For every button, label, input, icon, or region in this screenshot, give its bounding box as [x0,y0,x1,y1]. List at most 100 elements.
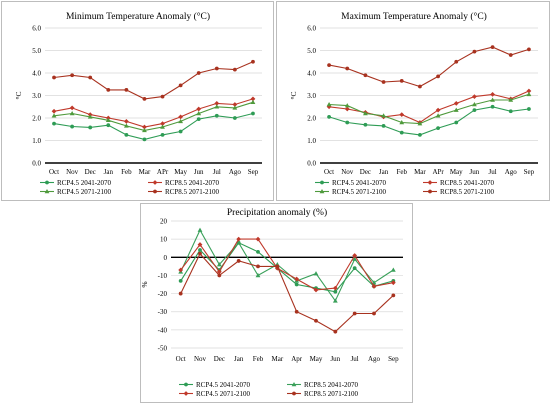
max-temp-data-point [472,49,477,54]
min-temp-y-tick-label: 3.0 [32,92,41,100]
max-temp-series-line [328,46,530,88]
min-temp-series-line [53,112,254,140]
min-temp-y-tick-label: 6.0 [32,25,41,33]
min-temp-data-point [142,96,147,101]
max-temp-y-tick-label: 5.0 [307,47,316,55]
max-temp-x-tick-label: Oct [324,168,334,176]
max-temp-y-tick-label: 6.0 [307,25,316,33]
min-temp-y-tick-label: 5.0 [32,47,41,55]
min-temp-data-point [178,129,183,134]
precip-data-point [332,298,338,303]
max-temp-legend-label: RCP8.5 2071-2100 [440,188,495,196]
max-temp-data-point [508,97,514,102]
min-temp-data-point [214,104,220,109]
min-temp-data-point [106,123,111,128]
min-temp-data-point [196,71,201,75]
precip-data-point [198,251,202,256]
max-temp-legend-marker [427,180,433,185]
precip-legend-marker [183,391,189,396]
min-temp-data-point [123,118,129,124]
precip-x-tick-label: Feb [253,355,264,363]
precip-data-point [352,311,357,316]
precip-x-tick-label: Jun [330,355,340,363]
max-temp-data-point [399,78,404,83]
precip-data-point [236,259,241,263]
max-temp-x-tick-label: APr [432,168,444,176]
min-temp-legend-label: RCP8.5 2041-2070 [165,179,220,187]
precip-x-tick-label: Mar [271,355,283,363]
min-temp-data-point [69,111,75,116]
precip-legend-marker [291,382,297,387]
max-temp-x-tick-label: Ago [505,168,518,176]
precip-legend-marker [184,382,188,387]
min-temp-series-4 [52,59,255,101]
min-temp-data-point [160,132,165,137]
min-temp-data-point [124,132,129,137]
min-temp-y-axis-label: °C [14,91,23,99]
max-temp-legend-marker [320,180,324,185]
min-temp-legend-entry: RCP4.5 2041-2070 [40,179,112,187]
precip-series-line [180,238,394,291]
precip-data-point [333,329,338,334]
min-temp-data-point [70,73,75,78]
min-temp-data-point [123,123,129,128]
min-temp-data-point [232,67,237,72]
max-temp-chart-panel: Maximum Temperature Anomaly (°C) 0.0 1.0 2.… [276,1,550,201]
max-temp-legend-label: RCP4.5 2041-2070 [332,179,387,187]
min-temp-legend-entry: RCP8.5 2041-2070 [148,179,220,187]
precip-data-point [275,264,280,269]
max-temp-data-point [472,102,477,107]
precip-chart-panel: Precipitation anomaly (%) -50 -40 -30 -20 -10… [140,203,413,403]
precip-data-point [255,272,261,278]
precip-y-tick-label: 20 [160,218,168,226]
min-temp-legend-entry: RCP4.5 2071-2100 [40,188,112,196]
max-temp-data-point [436,74,440,79]
precip-y-tick-label: -50 [158,345,168,353]
max-temp-chart-title: Maximum Temperature Anomaly (°C) [341,11,487,22]
max-temp-data-point [453,100,459,106]
precip-data-point [256,264,260,269]
min-temp-data-point [232,102,238,107]
max-temp-data-point [526,88,532,94]
max-temp-legend-entry: RCP4.5 2071-2100 [315,188,387,196]
min-temp-x-tick-label: Jun [194,168,204,176]
max-temp-legend-entry: RCP8.5 2041-2070 [423,179,495,187]
precip-x-tick-label: Jan [234,355,244,363]
max-temp-data-point [417,121,423,126]
max-temp-y-tick-label: 1.0 [307,137,316,145]
min-temp-data-point [178,114,184,120]
precip-data-point [333,289,338,294]
max-temp-data-point [508,53,513,57]
precip-legend-label: RCP4.5 2041-2070 [196,381,251,389]
min-temp-legend-label: RCP4.5 2041-2070 [57,179,112,187]
max-temp-x-tick-label: Mar [414,168,426,176]
min-temp-data-point [196,106,202,112]
min-temp-x-tick-label: Jan [104,168,114,176]
precip-data-point [197,227,203,232]
min-temp-legend-marker [44,189,50,194]
precip-data-point [217,273,222,278]
precip-legend-entry: RCP4.5 2041-2070 [179,381,251,389]
max-temp-legend-entry: RCP4.5 2041-2070 [315,179,387,187]
max-temp-data-point [344,103,350,108]
max-temp-data-point [490,45,495,50]
precip-legend-entry: RCP8.5 2041-2070 [287,381,359,389]
min-temp-data-point [160,121,165,127]
precip-series-line [180,252,394,333]
precip-x-tick-label: Apr [291,355,303,363]
min-temp-legend-marker [152,180,158,185]
max-temp-legend-marker [319,189,325,194]
min-temp-data-point [52,75,56,80]
max-temp-data-point [508,109,513,114]
min-temp-y-tick-label: 4.0 [32,70,41,78]
precip-x-tick-label: May [310,355,323,363]
precip-legend-label: RCP4.5 2071-2100 [196,390,251,398]
min-temp-data-point [142,137,147,142]
max-temp-chart: Maximum Temperature Anomaly (°C) 0.0 1.0 2.… [289,11,538,196]
min-temp-data-point [70,124,75,129]
max-temp-data-point [454,120,459,125]
max-temp-data-point [399,120,405,125]
min-temp-series-line [53,61,254,100]
max-temp-y-tick-label: 4.0 [307,70,316,78]
max-temp-series-line [329,93,530,125]
